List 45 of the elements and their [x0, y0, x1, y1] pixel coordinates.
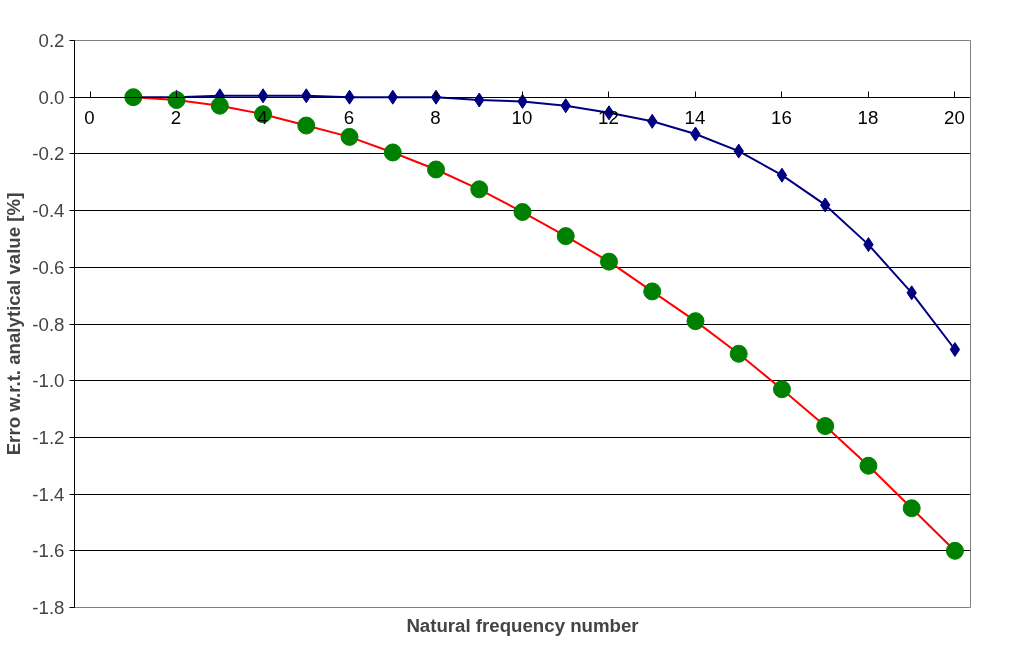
x-axis-title: Natural frequency number — [406, 614, 639, 636]
x-tick-label: 10 — [511, 106, 533, 129]
y-tick-label: -1.2 — [32, 426, 65, 448]
point — [945, 541, 964, 560]
point — [210, 96, 229, 115]
point — [257, 88, 269, 104]
y-axis-title: Erro w.r.t. analytical value [%] — [3, 192, 25, 456]
point — [599, 252, 618, 271]
point — [513, 203, 532, 221]
y-tick-label: -0.4 — [32, 200, 65, 222]
point — [427, 160, 446, 179]
point — [470, 180, 489, 199]
x-tick-label: 4 — [257, 106, 268, 129]
point — [816, 417, 835, 436]
y-tick-label: -0.2 — [32, 143, 65, 165]
x-tick-label: 14 — [684, 106, 706, 129]
x-tick-label: 18 — [857, 106, 879, 129]
y-tick-label: 0.2 — [38, 30, 65, 51]
point — [686, 312, 705, 331]
point — [340, 127, 359, 146]
point — [859, 456, 878, 475]
point — [297, 116, 316, 135]
point — [383, 143, 402, 162]
y-tick-label: -1.0 — [32, 370, 65, 392]
x-tick-label: 20 — [944, 106, 965, 129]
point — [643, 282, 662, 301]
y-tick-label: 0.0 — [38, 86, 65, 108]
point — [556, 227, 575, 246]
point — [729, 344, 748, 363]
x-tick-label: 8 — [430, 106, 441, 129]
point — [902, 499, 921, 518]
point — [430, 89, 442, 105]
point — [772, 380, 791, 399]
y-tick-label: -0.8 — [32, 313, 65, 335]
y-tick-label: -1.8 — [32, 597, 65, 618]
y-tick-label: -1.6 — [32, 540, 65, 562]
x-tick-label: 16 — [771, 106, 792, 129]
point — [949, 342, 961, 358]
y-tick-label: -1.4 — [32, 483, 65, 505]
x-tick-label: 0 — [84, 106, 95, 129]
point — [776, 167, 788, 183]
x-tick-label: 2 — [170, 106, 182, 129]
y-tick-label: -0.6 — [32, 256, 65, 278]
x-tick-label: 6 — [343, 106, 355, 129]
point — [124, 88, 143, 107]
